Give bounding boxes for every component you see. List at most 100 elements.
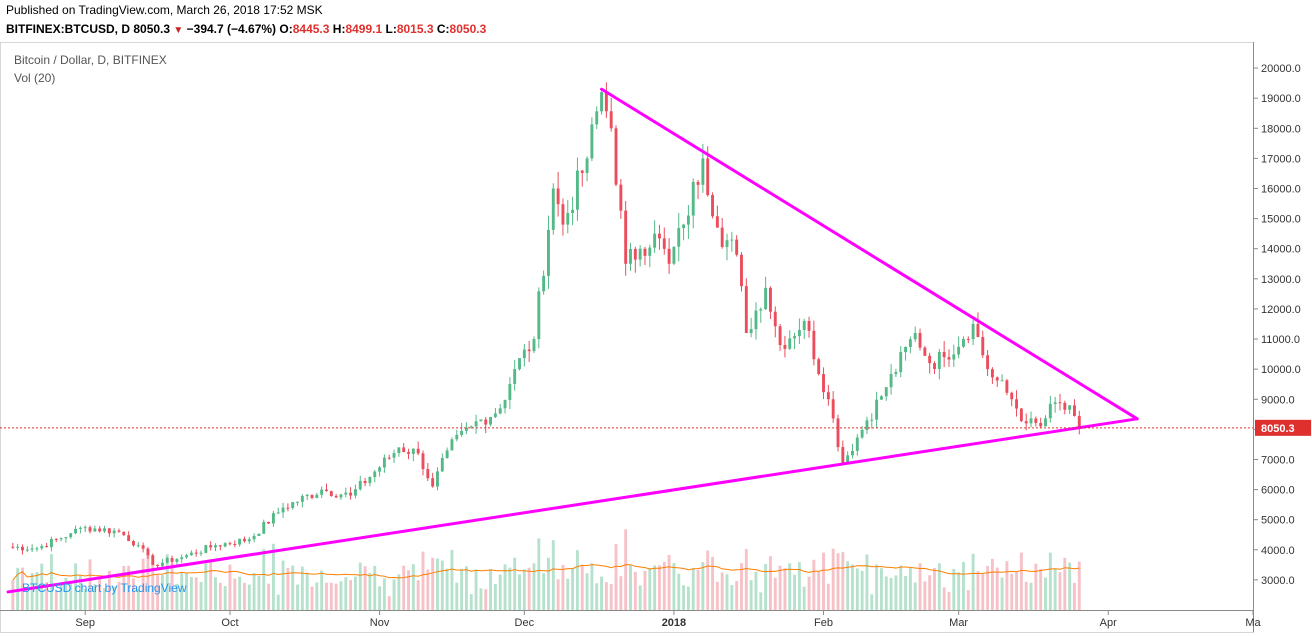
volume-bar: [802, 586, 806, 610]
candle-body: [1063, 402, 1067, 410]
volume-bar: [730, 585, 734, 610]
candle-body: [1024, 421, 1028, 424]
volume-bar: [11, 580, 15, 610]
time-tick-label: Sep: [75, 617, 95, 629]
candle-body: [474, 421, 478, 427]
candle-body: [40, 546, 44, 549]
price-tick-label: 9000.0: [1261, 394, 1295, 406]
volume-bar: [836, 553, 840, 610]
trendlines[interactable]: [6, 87, 1139, 594]
candle-body: [648, 247, 652, 256]
candle-body: [730, 239, 734, 241]
volume-bar: [658, 565, 661, 610]
candle-body: [238, 538, 242, 545]
candle-body: [600, 92, 603, 112]
volume-bar: [831, 548, 835, 610]
candle-body: [860, 429, 864, 438]
candle-body: [537, 291, 541, 340]
volume-bar: [112, 586, 116, 610]
candle-body: [78, 527, 82, 529]
volume-bar: [532, 563, 536, 610]
watermark-link[interactable]: BTCUSD chart by TradingView: [22, 581, 187, 595]
volume-bar: [1053, 568, 1057, 610]
high-value: 8499.1: [345, 22, 383, 36]
volume-bar: [976, 571, 980, 610]
candle-body: [16, 546, 20, 548]
volume-bar: [648, 568, 652, 610]
volume-bar: [238, 576, 242, 610]
volume-bar: [320, 570, 324, 610]
candle-body: [870, 419, 874, 421]
volume-bar: [103, 588, 106, 610]
volume-bar: [479, 588, 483, 610]
candle-body: [233, 543, 237, 545]
volume-bar: [156, 574, 160, 610]
volume-bar: [1077, 561, 1081, 610]
volume-bar: [271, 543, 275, 610]
volume-bar: [132, 578, 135, 610]
candle-body: [701, 158, 705, 185]
volume-bar: [600, 576, 603, 610]
volume-bar: [725, 574, 729, 610]
candle-body: [74, 528, 78, 534]
candle-body: [320, 489, 324, 495]
price-tick-label: 15000.0: [1261, 214, 1301, 226]
candle-body: [455, 434, 459, 440]
volume-bar: [841, 552, 845, 610]
volume-bar: [537, 538, 541, 610]
candle-body: [243, 538, 246, 542]
candle-body: [691, 182, 695, 216]
candle-body: [571, 209, 575, 214]
volume-bar: [291, 565, 295, 610]
volume-bar: [464, 566, 468, 610]
candle-body: [682, 224, 686, 229]
candle-body: [725, 240, 729, 247]
volume-bar: [25, 592, 29, 610]
volume-bar: [744, 549, 748, 610]
candle-body: [966, 338, 970, 340]
time-tick-label: 2018: [662, 617, 686, 629]
volume-bar: [300, 566, 304, 610]
time-tick-label: Nov: [370, 617, 390, 629]
candle-body: [185, 555, 188, 558]
candle-body: [382, 457, 386, 468]
last-price-tag: [1255, 419, 1311, 436]
volume-bar: [995, 567, 999, 610]
price-chart[interactable]: 20000.0 19000.0 18000.0 17000.0 16000.0 15000…: [0, 42, 1312, 637]
candle-body: [296, 501, 299, 503]
volume-bar: [918, 563, 922, 610]
candle-body: [88, 527, 92, 532]
volume-bar: [653, 565, 657, 610]
volume-bar: [1044, 577, 1047, 610]
candle-body: [711, 195, 714, 217]
candle-body: [411, 448, 415, 454]
volume-bar: [98, 577, 102, 610]
volume-bar: [180, 572, 184, 610]
time-tick-label: Feb: [814, 617, 833, 629]
candle-body: [686, 215, 690, 225]
candle-body: [518, 358, 521, 370]
price-tick-label: 7000.0: [1261, 454, 1295, 466]
candle-body: [720, 227, 724, 247]
candle-body: [1073, 405, 1076, 416]
volume-bar: [556, 579, 560, 610]
volume-bar: [807, 576, 811, 610]
volume-bar: [204, 563, 208, 610]
candle-body: [291, 502, 295, 508]
volume-bar: [16, 567, 20, 610]
candle-body: [469, 426, 473, 428]
volume-bar: [411, 564, 415, 610]
volume-bar: [947, 591, 951, 610]
last-price: 8050.3: [133, 22, 171, 36]
candle-body: [378, 467, 382, 472]
candle-body: [894, 372, 898, 374]
candle-body: [387, 457, 391, 459]
volume-bar: [759, 592, 763, 610]
candle-body: [662, 238, 666, 249]
volume-bar: [749, 580, 753, 610]
volume-bar: [913, 582, 917, 610]
candle-body: [1010, 392, 1014, 400]
price-tick-label: 13000.0: [1261, 274, 1301, 286]
volume-bar: [1010, 573, 1014, 610]
candle-body: [778, 326, 782, 346]
